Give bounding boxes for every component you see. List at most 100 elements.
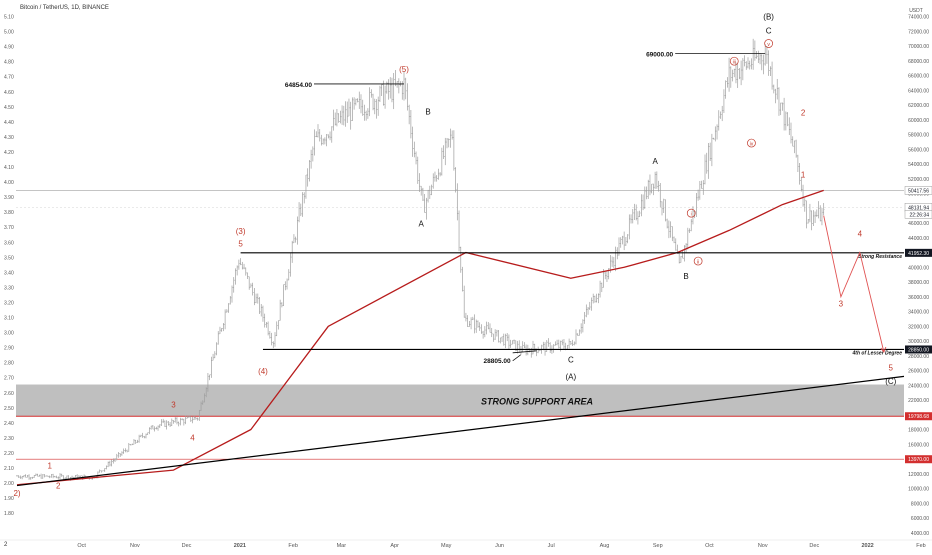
price-callout: 69000.00 (646, 51, 766, 58)
left-axis-tick: 2.50 (4, 406, 14, 412)
price-tag-text: 41952.30 (908, 251, 929, 257)
left-axis-tick: 2.10 (4, 466, 14, 472)
wave-label: A (419, 220, 425, 229)
wave-label: 5 (889, 364, 894, 373)
wave-label-circle (764, 39, 773, 48)
price-tag: 41952.30 (905, 248, 932, 257)
left-axis-tick: 4.10 (4, 165, 14, 171)
price-tag-text: 13970.00 (908, 457, 929, 463)
left-axis-tick: 1.90 (4, 496, 14, 502)
left-axis-tick: 3.10 (4, 316, 14, 322)
price-tag-bg (905, 248, 932, 257)
right-axis-tick: 44000.00 (908, 236, 929, 242)
right-axis-tick: 62000.00 (908, 103, 929, 109)
time-axis-tick: 2022 (862, 543, 874, 549)
right-axis-tick: 32000.00 (908, 324, 929, 330)
price-tag-text: 22:26:34 (910, 212, 930, 218)
right-axis-tick: 58000.00 (908, 133, 929, 139)
right-axis-tick: 36000.00 (908, 295, 929, 301)
left-axis-tick: 3.20 (4, 300, 14, 306)
right-axis-tick: 26000.00 (908, 369, 929, 375)
wave-label: 4 (858, 229, 863, 238)
right-axis-tick: 40000.00 (908, 265, 929, 271)
time-axis-tick: Feb (288, 543, 297, 549)
left-axis-tick: 4.00 (4, 180, 14, 186)
wave-label: (A) (566, 372, 577, 381)
wave-label: ii (697, 260, 699, 266)
right-axis-tick: 22000.00 (908, 398, 929, 404)
time-axis-tick: Feb (916, 543, 925, 549)
right-axis-unit: USDT (909, 8, 923, 14)
price-tag-text: 50417.56 (908, 188, 929, 194)
right-axis-tick: 10000.00 (908, 487, 929, 493)
time-axis-tick: Dec (182, 543, 192, 549)
callout-text: 64854.00 (285, 82, 312, 89)
wave-label: (B) (763, 12, 774, 21)
time-axis-tick: Apr (390, 543, 399, 549)
left-axis-tick: 5.10 (4, 15, 14, 21)
left-axis-tick: 5.00 (4, 30, 14, 36)
left-axis-extra-label: 2 (4, 542, 8, 548)
support-zone-label: STRONG SUPPORT AREA (481, 396, 593, 406)
wave-label: i (691, 212, 692, 218)
price-tag-bg (905, 455, 932, 464)
left-axis-tick: 2.00 (4, 481, 14, 487)
right-axis-tick: 56000.00 (908, 147, 929, 153)
wave-label: A (652, 157, 658, 166)
wave-label: 3 (171, 400, 176, 409)
price-tag-bg (905, 345, 932, 354)
left-axis-tick: 3.30 (4, 285, 14, 291)
left-axis-tick: 2.30 (4, 436, 14, 442)
wave-label: B (683, 272, 688, 281)
right-axis-tick: 60000.00 (908, 118, 929, 124)
wave-label: B (425, 108, 430, 117)
left-axis-tick: 3.70 (4, 225, 14, 231)
right-axis-tick: 16000.00 (908, 442, 929, 448)
price-tag-text: 19798.68 (908, 414, 929, 420)
time-axis-tick: 2021 (234, 543, 246, 549)
callout-pointer (512, 354, 521, 362)
moving-average-line (16, 189, 824, 486)
wave-label: 1 (801, 170, 806, 179)
right-axis-tick: 18000.00 (908, 428, 929, 434)
wave-label: v (767, 42, 770, 48)
time-axis-tick: Nov (758, 543, 768, 549)
price-tag-bg (904, 186, 932, 195)
level-line-label: Strong Resistance (858, 254, 902, 260)
wave-label: (C) (885, 377, 896, 386)
price-tag: 13970.00 (905, 455, 932, 464)
left-axis-tick: 3.50 (4, 255, 14, 261)
price-tag: 22:26:34 (904, 210, 932, 219)
wave-label: C (568, 355, 574, 364)
wave-label: 1 (47, 462, 52, 471)
left-axis-tick: 3.00 (4, 331, 14, 337)
projection-arrowhead (880, 346, 887, 353)
time-axis-tick: Jun (495, 543, 504, 549)
time-axis-tick: Oct (77, 543, 86, 549)
time-axis-tick: Jul (548, 543, 555, 549)
left-axis-tick: 4.90 (4, 45, 14, 51)
time-axis-tick: Mar (337, 543, 347, 549)
left-axis-tick: 4.40 (4, 120, 14, 126)
wave-label: 2 (801, 108, 806, 117)
time-axis-tick: Sep (653, 543, 663, 549)
wave-label-circle (686, 208, 696, 218)
right-axis-tick: 64000.00 (908, 88, 929, 94)
left-axis-tick: 2.70 (4, 376, 14, 382)
wave-label-circle (747, 138, 756, 148)
time-axis-tick: Dec (809, 543, 819, 549)
wave-label: 3 (839, 299, 844, 308)
callout-line (512, 350, 537, 354)
left-axis-tick: 2.60 (4, 391, 14, 397)
left-axis-tick: 4.70 (4, 75, 14, 81)
support-zone-band (16, 384, 904, 417)
right-axis-tick: 52000.00 (908, 177, 929, 183)
left-axis-tick: 4.20 (4, 150, 14, 156)
price-tag-bg (905, 412, 932, 421)
right-axis-tick: 38000.00 (908, 280, 929, 286)
wave-label: (3) (236, 227, 246, 236)
right-axis-tick: 54000.00 (908, 162, 929, 168)
level-line-label: 4th of Lesser Degree (852, 350, 903, 356)
wave-label: 2) (13, 489, 20, 498)
wave-label: (4) (258, 367, 268, 376)
